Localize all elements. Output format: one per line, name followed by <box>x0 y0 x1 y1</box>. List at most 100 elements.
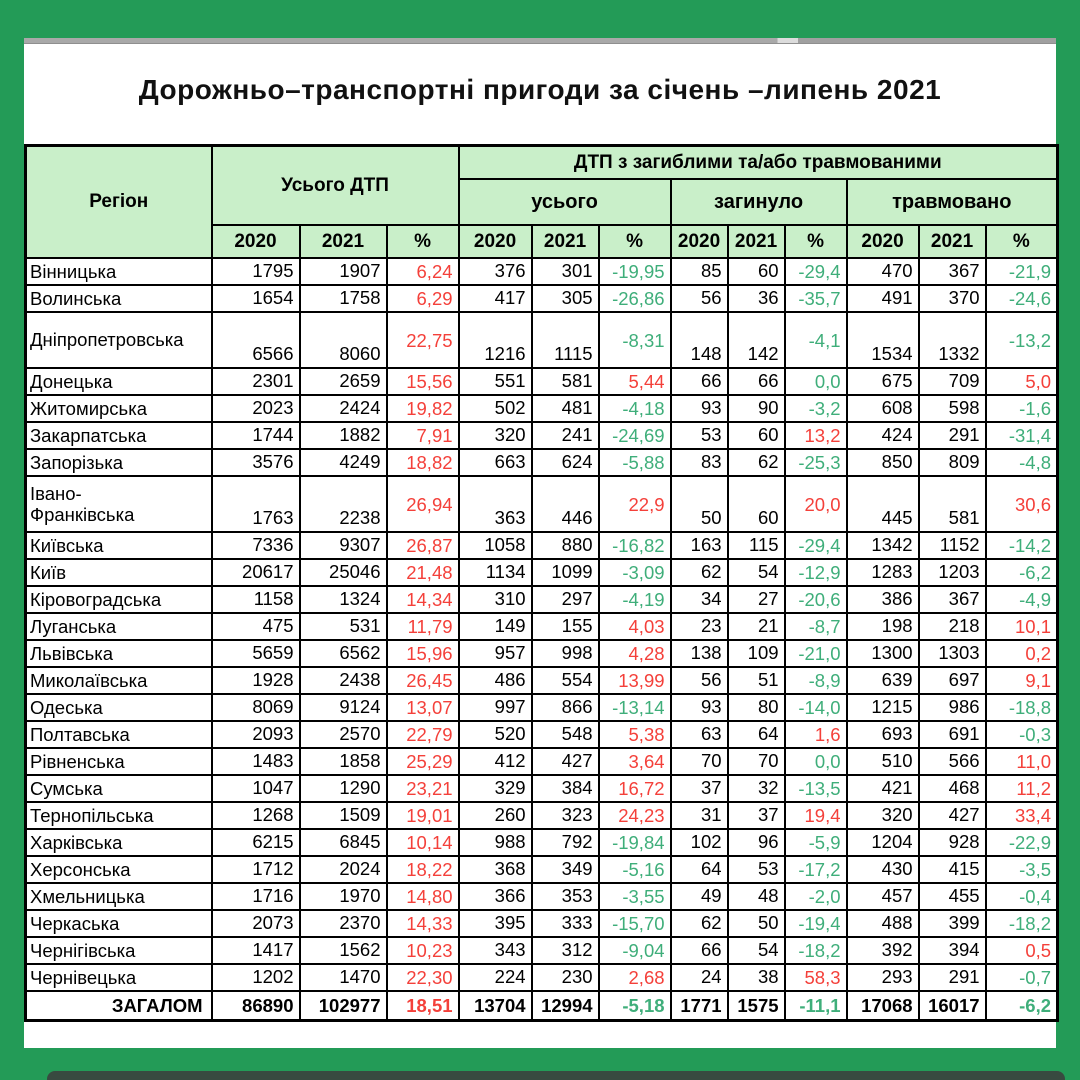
count-cell: 16017 <box>917 990 987 1021</box>
percent-change-cell: 18,82 <box>385 448 460 477</box>
count-cell: 109 <box>726 639 786 668</box>
percent-change-cell: 21,48 <box>385 558 460 587</box>
region-cell: Херсонська <box>24 855 213 884</box>
count-cell: 394 <box>917 936 987 965</box>
count-cell: 1300 <box>845 639 920 668</box>
percent-change-cell: -22,9 <box>984 828 1059 857</box>
count-cell: 343 <box>457 936 533 965</box>
percent-change-cell: 9,1 <box>984 666 1059 695</box>
percent-change-cell: 6,29 <box>385 284 460 313</box>
count-cell: 301 <box>530 257 600 286</box>
count-cell: 1290 <box>298 774 388 803</box>
count-cell: 395 <box>457 909 533 938</box>
header-percent: % <box>984 224 1059 259</box>
table-row: Львівська 5659 6562 15,96 957 998 4,28 138 109 -2… <box>24 639 1059 668</box>
count-cell: 988 <box>457 828 533 857</box>
region-cell: Тернопільська <box>24 801 213 830</box>
count-cell: 51 <box>726 666 786 695</box>
percent-change-cell: -0,4 <box>984 882 1059 911</box>
region-cell: Полтавська <box>24 720 213 749</box>
region-cell: ЗАГАЛОМ <box>24 990 213 1021</box>
count-cell: 86890 <box>210 990 301 1021</box>
count-cell: 1858 <box>298 747 388 776</box>
header-year: 2020 <box>669 224 729 259</box>
count-cell: 50 <box>726 909 786 938</box>
region-cell: Вінницька <box>24 257 213 286</box>
percent-change-cell: -29,4 <box>783 531 848 560</box>
count-cell: 809 <box>917 448 987 477</box>
count-cell: 63 <box>669 720 729 749</box>
percent-change-cell: -11,1 <box>783 990 848 1021</box>
region-cell: Кіровоградська <box>24 585 213 614</box>
count-cell: 198 <box>845 612 920 641</box>
percent-change-cell: -4,9 <box>984 585 1059 614</box>
count-cell: 792 <box>530 828 600 857</box>
percent-change-cell: 58,3 <box>783 963 848 992</box>
table-row: Хмельницька 1716 1970 14,80 366 353 -3,55 49 48-… <box>24 882 1059 911</box>
count-cell: 93 <box>669 693 729 722</box>
percent-change-cell: -5,18 <box>597 990 672 1021</box>
count-cell: 697 <box>917 666 987 695</box>
count-cell: 6215 <box>210 828 301 857</box>
count-cell: 149 <box>457 612 533 641</box>
count-cell: 60 <box>726 475 786 533</box>
region-cell: Рівненська <box>24 747 213 776</box>
count-cell: 142 <box>726 311 786 369</box>
count-cell: 581 <box>530 367 600 396</box>
count-cell: 370 <box>917 284 987 313</box>
count-cell: 2424 <box>298 394 388 423</box>
count-cell: 291 <box>917 963 987 992</box>
count-cell: 83 <box>669 448 729 477</box>
count-cell: 363 <box>457 475 533 533</box>
percent-change-cell: -24,69 <box>597 421 672 450</box>
percent-change-cell: -14,0 <box>783 693 848 722</box>
page-title: Дорожньо–транспортні пригоди за січень –… <box>138 74 942 105</box>
count-cell: 9307 <box>298 531 388 560</box>
count-cell: 62 <box>669 909 729 938</box>
count-cell: 850 <box>845 448 920 477</box>
percent-change-cell: -8,7 <box>783 612 848 641</box>
percent-change-cell: -5,88 <box>597 448 672 477</box>
count-cell: 56 <box>669 284 729 313</box>
percent-change-cell: 6,24 <box>385 257 460 286</box>
percent-change-cell: 2,68 <box>597 963 672 992</box>
count-cell: 1758 <box>298 284 388 313</box>
count-cell: 1134 <box>457 558 533 587</box>
bottom-dark-bar <box>47 1071 1065 1080</box>
count-cell: 353 <box>530 882 600 911</box>
region-cell: Волинська <box>24 284 213 313</box>
count-cell: 241 <box>530 421 600 450</box>
header-total-dtp: Усього ДТП <box>210 144 460 226</box>
count-cell: 13704 <box>457 990 533 1021</box>
count-cell: 4249 <box>298 448 388 477</box>
percent-change-cell: -16,82 <box>597 531 672 560</box>
count-cell: 502 <box>457 394 533 423</box>
region-cell: Київська <box>24 531 213 560</box>
count-cell: 60 <box>726 421 786 450</box>
table-row: Вінницька 1795 1907 6,24 376 301 -19,95 85 60 -29… <box>24 257 1059 286</box>
count-cell: 9124 <box>298 693 388 722</box>
count-cell: 66 <box>669 936 729 965</box>
count-cell: 260 <box>457 801 533 830</box>
count-cell: 8069 <box>210 693 301 722</box>
count-cell: 1744 <box>210 421 301 450</box>
count-cell: 957 <box>457 639 533 668</box>
count-cell: 1907 <box>298 257 388 286</box>
count-cell: 102 <box>669 828 729 857</box>
percent-change-cell: 11,79 <box>385 612 460 641</box>
table-row: Рівненська 1483 1858 25,29 412 427 3,64 70 70 0,0… <box>24 747 1059 776</box>
percent-change-cell: -5,9 <box>783 828 848 857</box>
region-cell: Харківська <box>24 828 213 857</box>
count-cell: 291 <box>917 421 987 450</box>
count-cell: 417 <box>457 284 533 313</box>
percent-change-cell: -4,8 <box>984 448 1059 477</box>
count-cell: 310 <box>457 585 533 614</box>
percent-change-cell: 3,64 <box>597 747 672 776</box>
table-row: Харківська 6215 6845 10,14 988 792 -19,84 102 96… <box>24 828 1059 857</box>
count-cell: 1795 <box>210 257 301 286</box>
count-cell: 468 <box>917 774 987 803</box>
header-subgroup-killed: загинуло <box>669 178 848 226</box>
table-row: Запорізька 3576 4249 18,82 663 624 -5,88 83 62 -2… <box>24 448 1059 477</box>
percent-change-cell: 0,2 <box>984 639 1059 668</box>
percent-change-cell: -19,95 <box>597 257 672 286</box>
